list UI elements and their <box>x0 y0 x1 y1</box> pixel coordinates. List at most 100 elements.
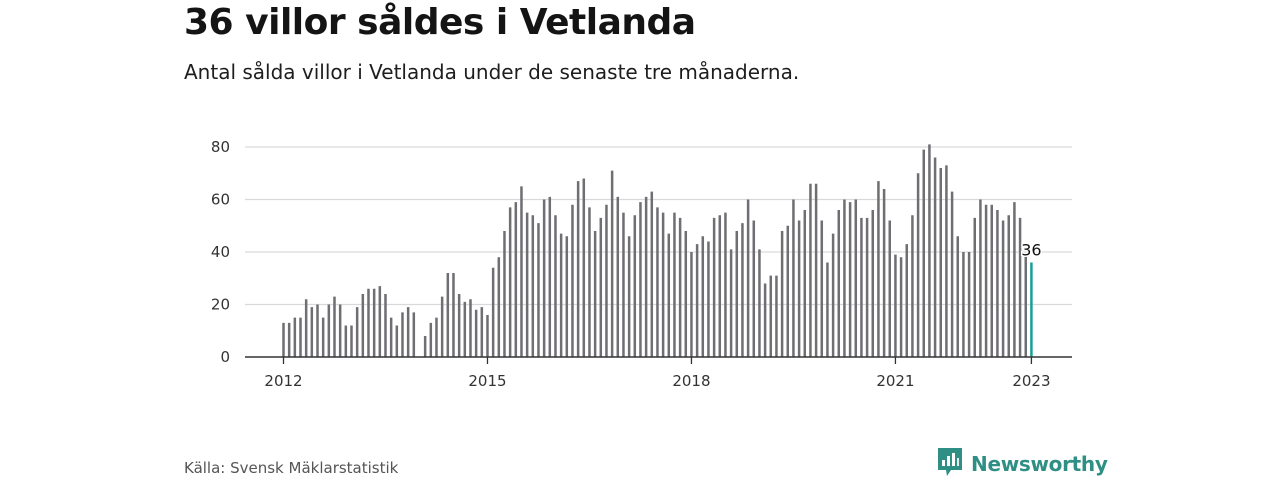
bar <box>678 217 682 357</box>
bar <box>423 336 427 357</box>
bar <box>633 215 637 357</box>
bar <box>984 204 988 357</box>
bar <box>848 202 852 357</box>
bar <box>922 149 926 357</box>
bar <box>656 207 659 357</box>
bar <box>395 325 399 357</box>
bar-chart: 0 20 40 60 80 2012 2015 2018 2021 2023 36 <box>211 138 1072 390</box>
bar <box>667 233 671 357</box>
chart-title: 36 villor såldes i Vetlanda <box>184 2 696 43</box>
bar <box>661 212 665 357</box>
x-tick-label: 2012 <box>264 372 302 390</box>
bar <box>735 231 739 357</box>
bars <box>282 144 1033 357</box>
bar <box>542 199 546 357</box>
bar <box>446 273 450 357</box>
bar <box>707 241 710 357</box>
bar <box>565 236 569 357</box>
bar <box>389 317 393 357</box>
bar <box>877 181 880 357</box>
bar <box>639 202 642 357</box>
bar <box>406 307 410 357</box>
bar <box>537 223 540 357</box>
bar <box>729 249 733 357</box>
bar <box>899 257 903 357</box>
y-tick-label: 20 <box>211 296 230 314</box>
bar <box>916 173 920 357</box>
bar <box>605 204 608 357</box>
bar <box>299 317 302 357</box>
bar <box>820 220 824 357</box>
bar <box>593 231 597 357</box>
bar <box>854 199 858 357</box>
bar <box>469 299 472 357</box>
bar <box>1001 220 1005 357</box>
bar <box>287 322 291 357</box>
bar <box>474 309 478 357</box>
bar <box>440 296 444 357</box>
bar <box>588 207 591 357</box>
bar <box>786 225 790 357</box>
bar <box>627 236 631 357</box>
x-tick-label: 2023 <box>1012 372 1050 390</box>
brand-logo: Newsworthy <box>937 448 1108 480</box>
bar <box>576 181 580 357</box>
bar <box>990 204 993 357</box>
bar <box>304 299 308 357</box>
bar <box>928 144 931 357</box>
bar <box>350 325 353 357</box>
bar <box>843 199 846 357</box>
bar <box>684 231 688 357</box>
bar <box>701 236 705 357</box>
bar <box>435 317 438 357</box>
bar <box>622 212 625 357</box>
bar <box>571 204 574 357</box>
bar <box>837 210 841 357</box>
bar <box>769 275 773 357</box>
bar <box>746 199 750 357</box>
bar <box>809 183 812 357</box>
bar <box>548 196 552 357</box>
bar <box>803 210 807 357</box>
bar <box>520 186 523 357</box>
bar <box>956 236 960 357</box>
bar <box>401 312 404 357</box>
bar <box>486 315 489 357</box>
axes <box>245 356 1072 364</box>
bar <box>741 223 744 357</box>
bar <box>826 262 829 357</box>
bar <box>282 322 285 357</box>
bar <box>293 317 297 357</box>
y-tick-label: 80 <box>211 138 230 156</box>
bar <box>996 210 999 357</box>
bar <box>310 307 314 357</box>
bar <box>894 254 897 357</box>
bar <box>503 231 506 357</box>
bar <box>610 170 614 357</box>
bar <box>1013 202 1016 357</box>
bar <box>333 296 336 357</box>
bar <box>724 212 727 357</box>
bar <box>1024 254 1027 357</box>
bar <box>463 301 467 357</box>
bar-highlight <box>1030 262 1033 357</box>
bar <box>718 215 722 357</box>
bar <box>508 207 512 357</box>
bar <box>1007 215 1010 357</box>
bar <box>316 304 319 357</box>
bar <box>962 252 965 357</box>
bar <box>372 288 376 357</box>
bar <box>644 196 648 357</box>
bar <box>939 168 943 357</box>
x-tick-label: 2015 <box>468 372 506 390</box>
bar <box>367 288 370 357</box>
bar <box>752 220 756 357</box>
bar <box>559 233 563 357</box>
bar <box>491 267 495 357</box>
labels: 0 20 40 60 80 2012 2015 2018 2021 2023 36 <box>211 138 1051 390</box>
bar <box>344 325 348 357</box>
bar <box>763 283 767 357</box>
bar <box>599 217 603 357</box>
bar <box>616 196 620 357</box>
bar <box>1018 217 1022 357</box>
